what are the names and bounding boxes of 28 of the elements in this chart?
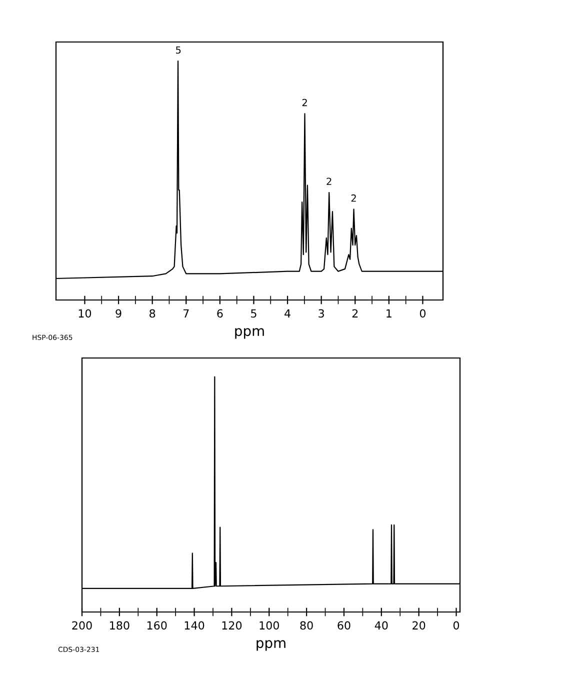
x-tick-label: 80 <box>300 621 313 630</box>
annotation: 2 <box>302 98 307 106</box>
x-tick-label: 0 <box>453 621 460 630</box>
x-tick-label: 40 <box>374 621 388 630</box>
annotation: 2 <box>351 194 356 202</box>
annotation: 2 <box>326 178 332 185</box>
x-tick-label: 20 <box>412 621 426 630</box>
x-tick-label: 200 <box>72 621 92 630</box>
x-axis-title: ppm <box>256 640 286 651</box>
x-tick-label: 4 <box>284 309 290 318</box>
x-tick-label: 100 <box>260 621 279 630</box>
x-tick-label: 0 <box>420 309 426 318</box>
x-tick-label: 8 <box>150 309 156 318</box>
x-tick-label: 60 <box>338 621 350 630</box>
x-tick-label: 160 <box>147 621 167 630</box>
x-axis-title: ppm <box>235 328 264 339</box>
x-tick-label: 7 <box>184 309 189 318</box>
x-tick-label: 3 <box>318 309 324 318</box>
x-tick-label: 6 <box>217 309 223 318</box>
x-tick-label: 10 <box>78 309 92 318</box>
x-tick-label: 1 <box>386 309 392 318</box>
x-tick-label: 120 <box>222 621 242 630</box>
x-tick-label: 140 <box>184 621 204 630</box>
x-tick-label: 2 <box>352 309 358 318</box>
x-tick-label: 5 <box>251 309 256 318</box>
x-tick-label: 180 <box>110 621 130 630</box>
x-tick-label: 9 <box>116 309 122 318</box>
annotation: 5 <box>176 46 181 54</box>
